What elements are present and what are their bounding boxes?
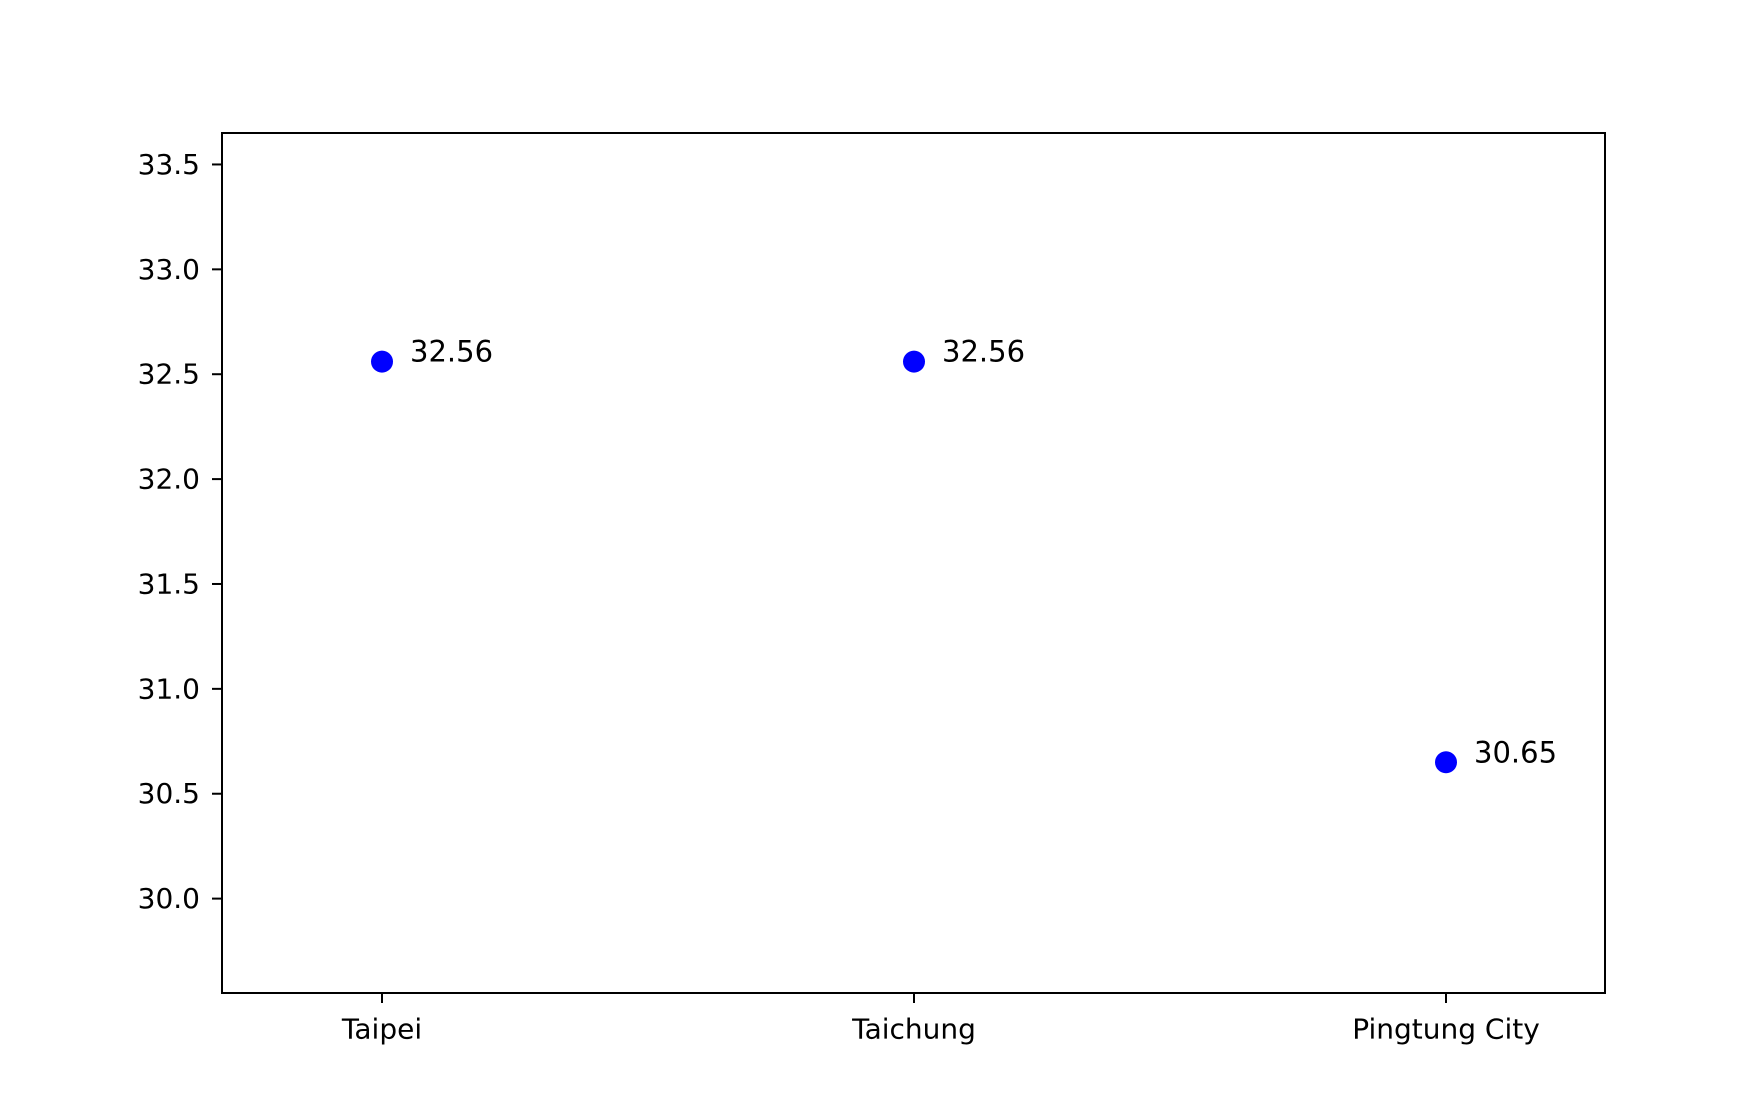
- x-tick-label: Taipei: [341, 1013, 422, 1046]
- y-tick-label: 33.0: [138, 253, 200, 286]
- data-labels: 32.56 32.56 30.65: [410, 335, 1557, 770]
- axis-ticks: 30.0 30.5 31.0 31.5 32.0 32.5 33.0 33.5 Taipei Ta…: [138, 148, 1540, 1046]
- plot-area-frame: [221, 132, 1606, 994]
- y-tick-label: 32.0: [138, 463, 200, 496]
- data-value-label: 30.65: [1474, 735, 1557, 769]
- y-tick-label: 30.5: [138, 777, 200, 810]
- data-point: [1435, 751, 1457, 774]
- y-tick-label: 33.5: [138, 148, 200, 181]
- data-points: [371, 350, 1457, 774]
- y-tick-label: 32.5: [138, 358, 200, 391]
- y-tick-label: 31.5: [138, 567, 200, 600]
- x-tick-label: Pingtung City: [1352, 1013, 1540, 1046]
- data-value-label: 32.56: [942, 335, 1025, 369]
- data-point: [371, 350, 393, 373]
- data-value-label: 32.56: [410, 335, 493, 369]
- y-tick-label: 30.0: [138, 882, 200, 915]
- data-point: [903, 350, 925, 373]
- y-tick-label: 31.0: [138, 672, 200, 705]
- x-tick-label: Taichung: [851, 1013, 976, 1046]
